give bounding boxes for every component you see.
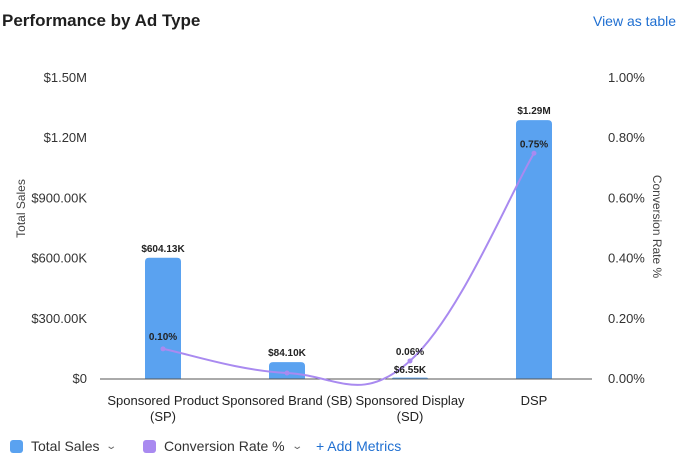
y-left-tick-label: $1.20M xyxy=(44,130,87,145)
bar-value-label: $1.29M xyxy=(517,106,550,117)
line-conversion-rate xyxy=(162,152,535,386)
chart-title: Performance by Ad Type xyxy=(2,11,201,30)
x-category-label: Sponsored Product xyxy=(107,393,219,408)
chevron-down-icon[interactable]: ⌄ xyxy=(290,440,303,452)
y-right-axis-title: Conversion Rate % xyxy=(650,175,664,279)
bar-value-label: $6.55K xyxy=(394,365,427,376)
point-conversion-rate xyxy=(160,346,166,352)
point-conversion-rate xyxy=(284,370,290,376)
chart-legend: Total Sales ⌄ Conversion Rate % ⌄ + Add … xyxy=(0,436,688,460)
performance-chart: $0 $300.00K $600.00K $900.00K $1.20M $1.50M 0.… xyxy=(14,70,664,424)
y-left-tick-label: $600.00K xyxy=(31,251,87,266)
line-value-label: 0.06% xyxy=(396,347,424,358)
y-left-tick-label: $300.00K xyxy=(31,311,87,326)
legend-label-total-sales: Total Sales xyxy=(31,438,100,454)
x-category-label: (SP) xyxy=(150,409,176,424)
y-right-tick-label: 0.80% xyxy=(608,130,645,145)
legend-label-conversion-rate: Conversion Rate % xyxy=(164,438,285,454)
bar-total-sales xyxy=(145,257,181,379)
y-left-tick-label: $1.50M xyxy=(44,70,87,85)
x-category-label: (SD) xyxy=(397,409,424,424)
chart-header: Performance by Ad Type View as table xyxy=(0,0,688,44)
total-sales-swatch xyxy=(10,439,23,453)
x-category-label: Sponsored Display xyxy=(355,393,465,408)
y-right-tick-label: 0.20% xyxy=(608,311,645,326)
legend-item-total-sales[interactable]: Total Sales ⌄ xyxy=(10,438,118,454)
conversion-rate-swatch xyxy=(143,439,156,453)
y-right-tick-label: 0.00% xyxy=(608,371,645,386)
line-value-label: 0.10% xyxy=(149,332,177,343)
bar-value-label: $604.13K xyxy=(141,244,185,255)
chevron-down-icon[interactable]: ⌄ xyxy=(105,440,118,452)
bar-total-sales xyxy=(516,120,552,379)
x-category-label: DSP xyxy=(521,393,548,408)
add-metrics-button[interactable]: + Add Metrics xyxy=(316,438,402,454)
x-category-label: Sponsored Brand (SB) xyxy=(222,393,353,408)
legend-item-conversion-rate[interactable]: Conversion Rate % ⌄ xyxy=(143,438,303,454)
y-right-tick-label: 0.40% xyxy=(608,251,645,266)
bar-value-label: $84.10K xyxy=(268,348,307,359)
view-as-table-link[interactable]: View as table xyxy=(592,13,676,29)
line-value-label: 0.75% xyxy=(520,139,548,150)
point-conversion-rate xyxy=(531,150,537,156)
y-left-tick-label: $900.00K xyxy=(31,190,87,205)
point-conversion-rate xyxy=(407,358,413,364)
y-left-axis-title: Total Sales xyxy=(14,179,28,238)
y-left-tick-label: $0 xyxy=(73,371,87,386)
y-right-tick-label: 1.00% xyxy=(608,70,645,85)
y-right-tick-label: 0.60% xyxy=(608,190,645,205)
